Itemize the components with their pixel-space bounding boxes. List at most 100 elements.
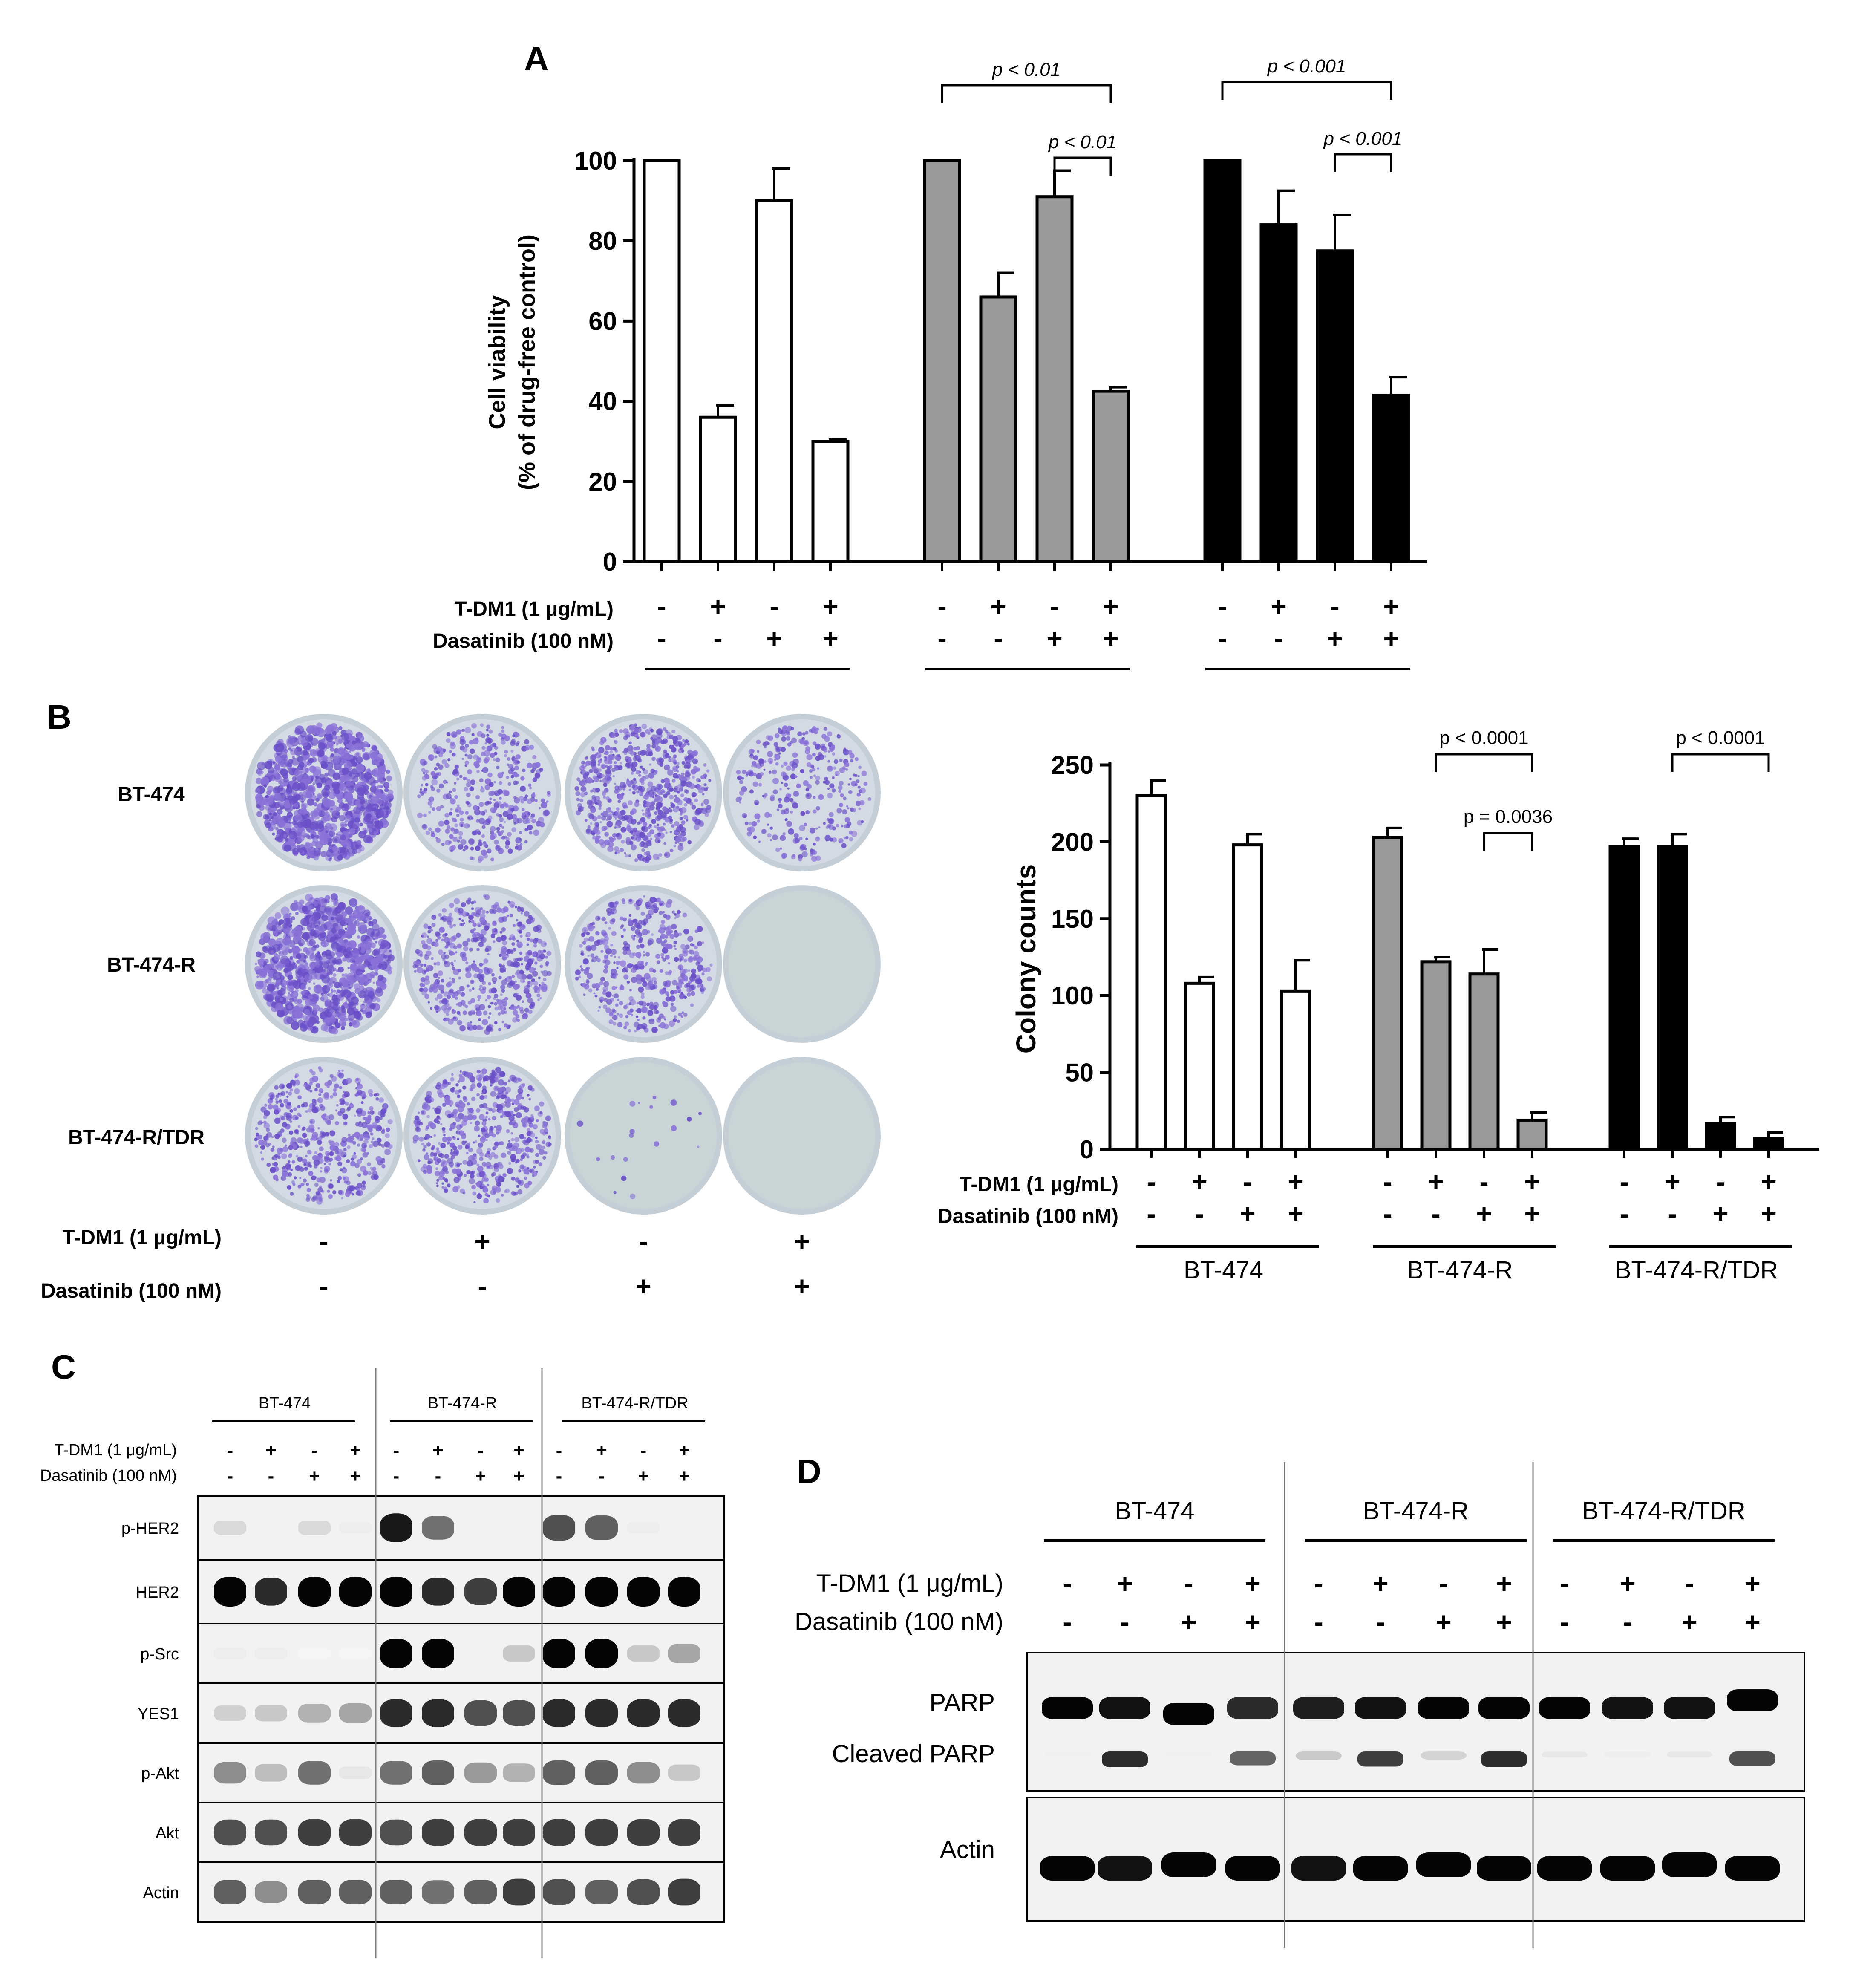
colony-dot [604,921,608,924]
colony-dot [433,775,438,779]
panel-a-letter: A [524,40,549,78]
colony-dot [482,986,487,990]
colony-dot [515,958,519,962]
colony-dot [487,995,491,1000]
colony-dot [449,903,454,908]
colony-dot [334,913,343,921]
colony-dot [320,1167,323,1169]
colony-dot [265,1128,270,1132]
colony-dot [600,763,606,769]
colony-dot [861,820,864,823]
colony-dot [623,941,628,946]
colony-dot [687,957,694,963]
colony-dot [486,968,493,974]
colony-dot [437,970,443,976]
colony-dot [412,964,417,969]
colony-dot [655,746,661,752]
colony-dot [460,817,464,822]
colony-dot [434,755,438,759]
colony-dot [594,983,600,989]
colony-dot [309,725,319,734]
colony-dot [315,1083,320,1088]
colony-dot [611,906,616,911]
colony-dot [521,746,527,752]
colony-dot [299,1114,302,1117]
colony-dot [301,800,304,804]
colony-dot [672,736,678,742]
colony-dot [430,771,435,776]
panel-a-dasatinib-sign: + [1383,623,1399,654]
panel-a-tdm1-sign: + [710,591,726,622]
colony-dot [372,919,377,924]
colony-dot [454,898,460,904]
colony-dot [741,777,744,780]
colony-dot [360,978,366,984]
colony-dot [472,1025,478,1030]
colony-dot [432,807,435,811]
colony-dot [629,899,632,902]
colony-dot [414,970,417,973]
colony-dot [777,808,779,811]
colony-dot [336,806,341,811]
colony-dot [317,897,325,905]
colony-dot [593,768,599,774]
colony-dot [375,996,378,1000]
colony-dot [636,944,640,949]
colony-dot [679,817,683,821]
colony-dot [490,826,496,832]
colony-dot [284,844,291,852]
colony-dot [526,762,533,768]
colony-dot [332,845,338,852]
colony-dot [387,1119,393,1125]
colony-dot [672,1018,677,1022]
colony-dot [290,748,297,756]
colony-dot [310,830,313,834]
colony-dot [314,1010,316,1013]
colony-dot [636,1008,642,1013]
colony-dot [474,932,479,937]
colony-dot [428,987,434,993]
colony-dot [464,823,470,829]
colony-dot [274,774,282,782]
colony-dot [541,984,548,990]
colony-dot [346,918,352,924]
colony-dot [584,791,588,796]
colony-dot [280,762,284,767]
colony-dot [850,759,853,762]
panel-b-tdm1-label: T-DM1 (1 μg/mL) [63,1226,222,1249]
colony-dot [327,842,332,846]
colony-dot [438,753,443,757]
colony-dot [289,998,294,1002]
colony-dot [622,928,626,932]
colony-dot [353,1152,356,1155]
colony-dot [859,800,865,806]
colony-dot [291,946,300,954]
colony-dot [652,986,656,990]
colony-dot [542,798,545,801]
colony-dot [297,764,304,771]
colony-dot [645,840,652,846]
colony-dot [657,823,660,826]
panel-a-bar [1259,223,1298,563]
colony-dot [296,953,302,959]
colony-dot [260,933,270,942]
colony-dot [544,802,548,805]
panel-a-bar [1035,195,1074,563]
colony-dot [280,1128,285,1133]
colony-dot [449,790,452,793]
colony-dot [430,939,433,942]
colony-dot [449,977,451,980]
colony-dot [657,930,660,932]
colony-dot [519,907,524,912]
panel-a-bar [755,199,793,563]
colony-dot [492,977,497,983]
colony-dot [616,1013,620,1016]
colony-dot [689,783,695,789]
colony-dot [274,787,278,791]
colony-dot [430,830,435,834]
colony-dot [367,1162,371,1166]
colony-dot [696,785,702,791]
colony-dot [651,933,654,936]
colony-dot [697,926,703,932]
colony-dot [326,982,333,989]
